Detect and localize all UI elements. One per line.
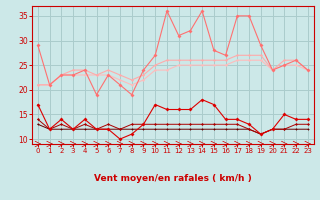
X-axis label: Vent moyen/en rafales ( km/h ): Vent moyen/en rafales ( km/h ) [94,174,252,183]
